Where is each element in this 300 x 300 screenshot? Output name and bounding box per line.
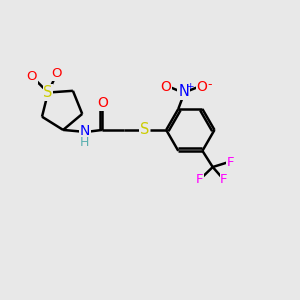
Text: O: O: [52, 67, 62, 80]
Text: O: O: [196, 80, 207, 94]
Text: S: S: [44, 85, 53, 100]
Text: O: O: [27, 70, 37, 83]
Text: N: N: [178, 84, 189, 99]
Text: F: F: [220, 173, 228, 186]
Text: O: O: [97, 96, 108, 110]
Text: S: S: [140, 122, 149, 137]
Text: O: O: [160, 80, 171, 94]
Text: F: F: [226, 156, 234, 169]
Text: -: -: [208, 78, 212, 91]
Text: +: +: [186, 82, 193, 91]
Text: N: N: [80, 124, 90, 138]
Text: H: H: [80, 136, 89, 149]
Text: F: F: [196, 173, 203, 186]
